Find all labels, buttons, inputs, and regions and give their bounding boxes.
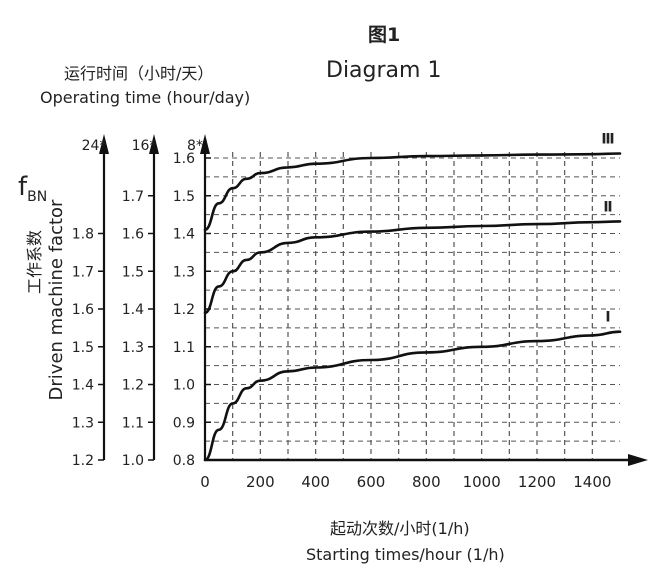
y-tick-label: 1.4	[173, 227, 195, 243]
y-tick-label: 1.2	[173, 302, 195, 318]
y-tick-label: 1.5	[173, 189, 195, 205]
y-axis-header: 16*	[132, 138, 157, 154]
operating-time-label-en: Operating time (hour/day)	[40, 88, 251, 107]
y-tick-label: 1.3	[72, 415, 94, 431]
series-label: Ⅱ	[603, 199, 612, 215]
y-tick-label: 1.4	[72, 378, 94, 394]
series-line	[203, 152, 622, 231]
x-axis-label-en: Starting times/hour (1/h)	[306, 545, 505, 564]
y-tick-label: 1.6	[173, 151, 195, 167]
y-tick-label: 1.8	[72, 227, 94, 243]
y-axis-arrow	[149, 134, 159, 154]
x-tick-label: 400	[301, 473, 330, 491]
y-tick-label: 1.0	[122, 453, 144, 469]
y-axis-header: 24*	[82, 138, 107, 154]
series-line	[203, 220, 622, 315]
x-tick-label: 800	[412, 473, 441, 491]
y-axis-label-en: Driven machine factor	[46, 199, 67, 401]
x-tick-label: 200	[246, 473, 275, 491]
y-tick-label: 1.1	[173, 340, 195, 356]
y-tick-label: 1.7	[72, 264, 94, 280]
y-tick-label: 1.6	[122, 227, 144, 243]
x-axis-arrow	[628, 454, 648, 466]
y-tick-label: 1.7	[122, 189, 144, 205]
y-tick-label: 1.3	[122, 340, 144, 356]
x-tick-label: 600	[357, 473, 386, 491]
y-axis-symbol-main: f	[18, 172, 28, 202]
chart-subtitle: Diagram 1	[326, 58, 442, 83]
series-label: Ⅲ	[601, 131, 614, 147]
y-tick-label: 0.9	[173, 415, 195, 431]
grid	[205, 152, 620, 460]
y-axis-arrow	[200, 134, 210, 154]
y-axis-header: 8*	[187, 138, 203, 154]
operating-time-label-cn: 运行时间（小时/天）	[64, 64, 214, 83]
y-axis-label-cn: 工作系数	[25, 230, 44, 294]
x-tick-label: 1400	[573, 473, 611, 491]
axes: 0 200 400 600 800 1000 1200 1400 24* 1.2 1.3 1.4 1.5…	[72, 134, 648, 491]
y-tick-label: 1.5	[72, 340, 94, 356]
y-tick-label: 1.4	[122, 302, 144, 318]
y-tick-label: 1.2	[72, 453, 94, 469]
y-tick-label: 1.5	[122, 264, 144, 280]
y-axis-symbol-sub: BN	[27, 189, 48, 206]
y-axis-symbol: fBN	[18, 172, 47, 205]
series-label: Ⅰ	[605, 310, 610, 326]
x-tick-label: 1000	[463, 473, 501, 491]
series-line	[203, 330, 622, 462]
y-tick-label: 1.6	[72, 302, 94, 318]
y-tick-label: 1.1	[122, 415, 144, 431]
y-tick-label: 1.3	[173, 264, 195, 280]
x-tick-label: 1200	[518, 473, 556, 491]
chart-title: 图1	[368, 24, 401, 46]
y-axis-arrow	[99, 134, 109, 154]
y-tick-label: 1.0	[173, 378, 195, 394]
series-lines: Ⅰ Ⅱ Ⅲ	[203, 131, 622, 462]
x-tick-label: 0	[200, 473, 210, 491]
y-tick-label: 0.8	[173, 453, 195, 469]
y-tick-label: 1.2	[122, 378, 144, 394]
x-axis-label-cn: 起动次数/小时(1/h)	[330, 519, 470, 538]
